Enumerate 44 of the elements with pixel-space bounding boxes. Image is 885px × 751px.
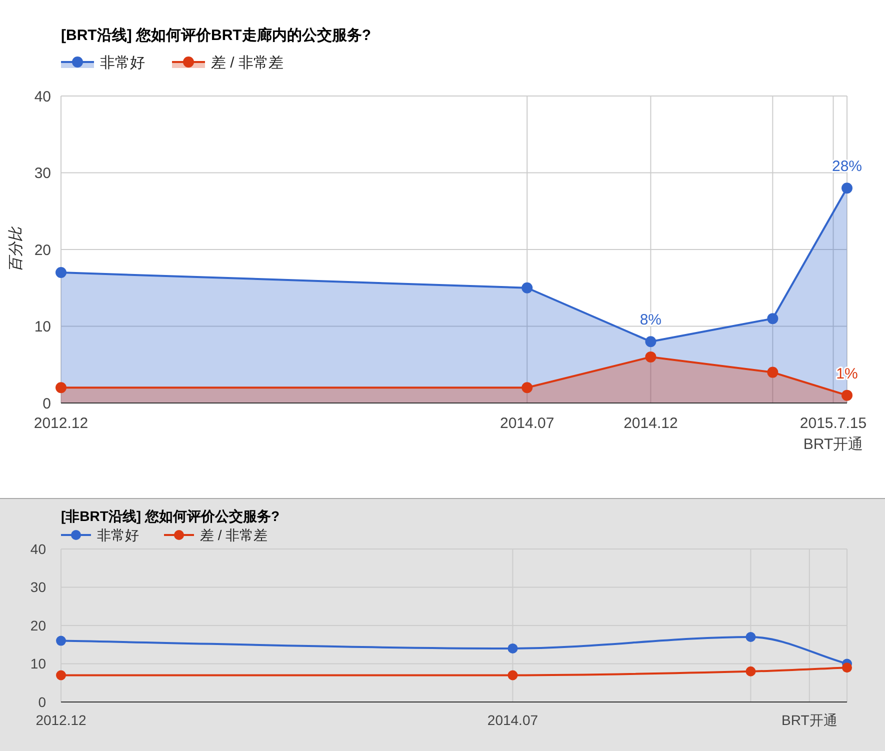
- y-axis-title: 百分比: [8, 226, 24, 272]
- legend-label: 非常好: [100, 54, 145, 72]
- x-tick-label: 2012.12: [36, 712, 87, 728]
- x-tick-label: BRT开通: [782, 712, 838, 728]
- point: [645, 351, 656, 362]
- y-tick-label: 0: [42, 395, 51, 412]
- point: [842, 182, 852, 194]
- y-tick-label: 10: [30, 656, 46, 672]
- legend-label: 非常好: [97, 527, 139, 544]
- point: [56, 670, 66, 680]
- y-tick-label: 40: [30, 540, 46, 557]
- point: [508, 643, 518, 654]
- x-tick-label: 2014.12: [624, 415, 678, 432]
- chart-title: [非BRT沿线] 您如何评价公交服务?: [61, 508, 280, 524]
- point: [522, 282, 533, 294]
- legend-label: 差 / 非常差: [211, 54, 284, 72]
- point: [56, 267, 66, 278]
- point: [56, 382, 66, 394]
- point: [56, 636, 66, 646]
- y-tick-label: 30: [34, 165, 51, 182]
- y-tick-label: 30: [30, 579, 46, 596]
- point: [522, 382, 533, 394]
- y-tick-label: 10: [34, 318, 51, 336]
- x-tick-label: 2014.07: [487, 712, 538, 728]
- y-tick-label: 20: [30, 617, 46, 634]
- y-tick-label: 40: [34, 88, 51, 106]
- data-label: 1%: [836, 365, 858, 382]
- y-tick-label: 0: [38, 694, 46, 710]
- data-label: 8%: [640, 312, 662, 329]
- data-label: 28%: [832, 158, 862, 176]
- point: [508, 670, 518, 680]
- x-tick-label: 2012.12: [34, 415, 88, 432]
- point: [842, 390, 852, 401]
- legend-label: 差 / 非常差: [200, 527, 268, 544]
- x-tick-label: 2015.7.15 BRT开通: [800, 415, 867, 453]
- point: [645, 336, 656, 348]
- point: [767, 366, 778, 378]
- x-tick-label: 2014.07: [500, 415, 554, 432]
- chart-title: [BRT沿线] 您如何评价BRT走廊内的公交服务?: [61, 26, 371, 44]
- point: [746, 666, 756, 676]
- point: [842, 662, 852, 673]
- point: [746, 632, 756, 642]
- point: [767, 313, 778, 324]
- y-tick-label: 20: [34, 242, 51, 259]
